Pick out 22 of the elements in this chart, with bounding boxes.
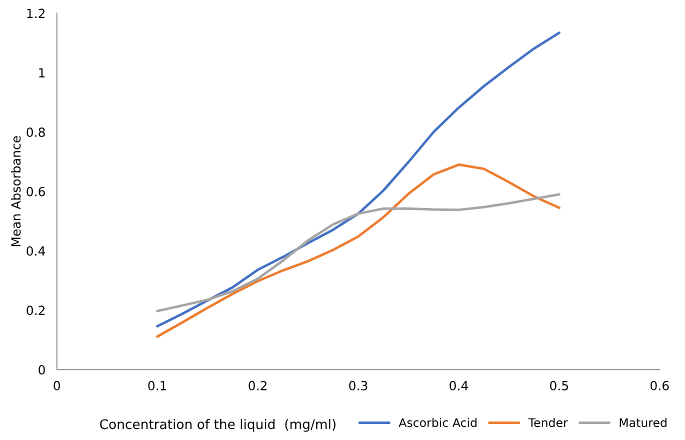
y-tick-label: 0.6	[26, 186, 45, 196]
x-tick-label: 0.2	[248, 380, 266, 390]
line-series	[156, 193, 560, 312]
x-tick-label: 0.5	[550, 380, 568, 390]
x-tick-label: 0	[54, 380, 60, 390]
y-tick-label: 1	[39, 68, 45, 78]
y-axis-title: Mean Absorbance	[10, 136, 21, 246]
y-tick-label: 0.4	[26, 246, 46, 256]
x-tick-label: 0.6	[650, 380, 669, 390]
x-tick-label: 0.4	[450, 380, 468, 390]
y-tick-label: 0	[38, 365, 45, 375]
line-series	[156, 163, 560, 338]
y-tick-label: 1.2	[27, 8, 44, 18]
y-tick-label: 0.8	[26, 127, 45, 137]
legend-label: Tender	[528, 418, 568, 428]
x-tick-label: 0.1	[148, 380, 166, 390]
x-tick-label: 0.3	[349, 380, 368, 390]
legend-label: Matured	[620, 418, 666, 428]
x-axis-title: Concentration of the liquid (mg/ml)	[100, 418, 336, 432]
legend-label: Ascorbic Acid	[398, 418, 476, 428]
line-series	[156, 32, 560, 328]
y-tick-label: 0.2	[26, 306, 44, 316]
